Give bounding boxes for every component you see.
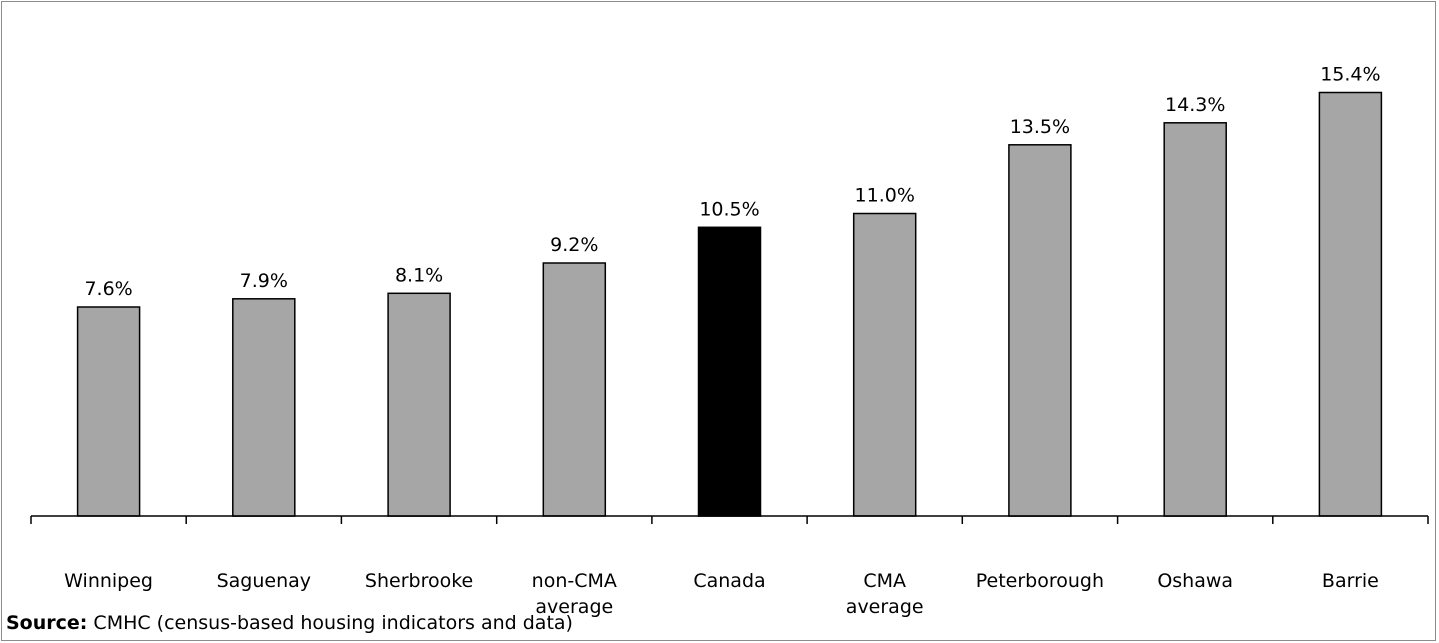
- x-tick-label: Canada: [693, 570, 765, 592]
- bar: [76, 306, 141, 517]
- bar: [232, 298, 296, 517]
- bar: [1318, 91, 1383, 517]
- x-tick-label: Saguenay: [217, 570, 311, 592]
- data-label: 8.1%: [395, 264, 443, 286]
- data-label: 7.9%: [240, 270, 288, 292]
- x-tick-label: Peterborough: [976, 570, 1104, 592]
- source-label: Source:: [6, 612, 88, 634]
- x-tick-label: Oshawa: [1157, 570, 1233, 592]
- x-tick-label: Winnipeg: [64, 570, 153, 592]
- data-label: 15.4%: [1320, 64, 1380, 86]
- x-tick-label: Barrie: [1322, 570, 1379, 592]
- data-label: 11.0%: [855, 185, 915, 207]
- x-tick-label: Sherbrooke: [365, 570, 473, 592]
- bar: [852, 212, 917, 517]
- x-tick-label: non-CMA: [532, 570, 617, 592]
- x-tick-label: average: [535, 596, 613, 618]
- x-tick-label: CMA: [863, 570, 906, 592]
- x-tick-label: average: [846, 596, 924, 618]
- data-label: 7.6%: [84, 278, 132, 300]
- data-label: 9.2%: [550, 234, 598, 256]
- bar: [1008, 144, 1072, 517]
- source-note: Source: CMHC (census-based housing indic…: [6, 612, 573, 634]
- bar: [387, 292, 451, 517]
- data-label: 10.5%: [699, 198, 759, 220]
- data-label: 13.5%: [1010, 116, 1070, 138]
- bar: [542, 262, 607, 517]
- source-text: CMHC (census-based housing indicators an…: [87, 612, 573, 634]
- data-label: 14.3%: [1165, 94, 1225, 116]
- bar: [1163, 122, 1227, 517]
- bar: [697, 226, 762, 517]
